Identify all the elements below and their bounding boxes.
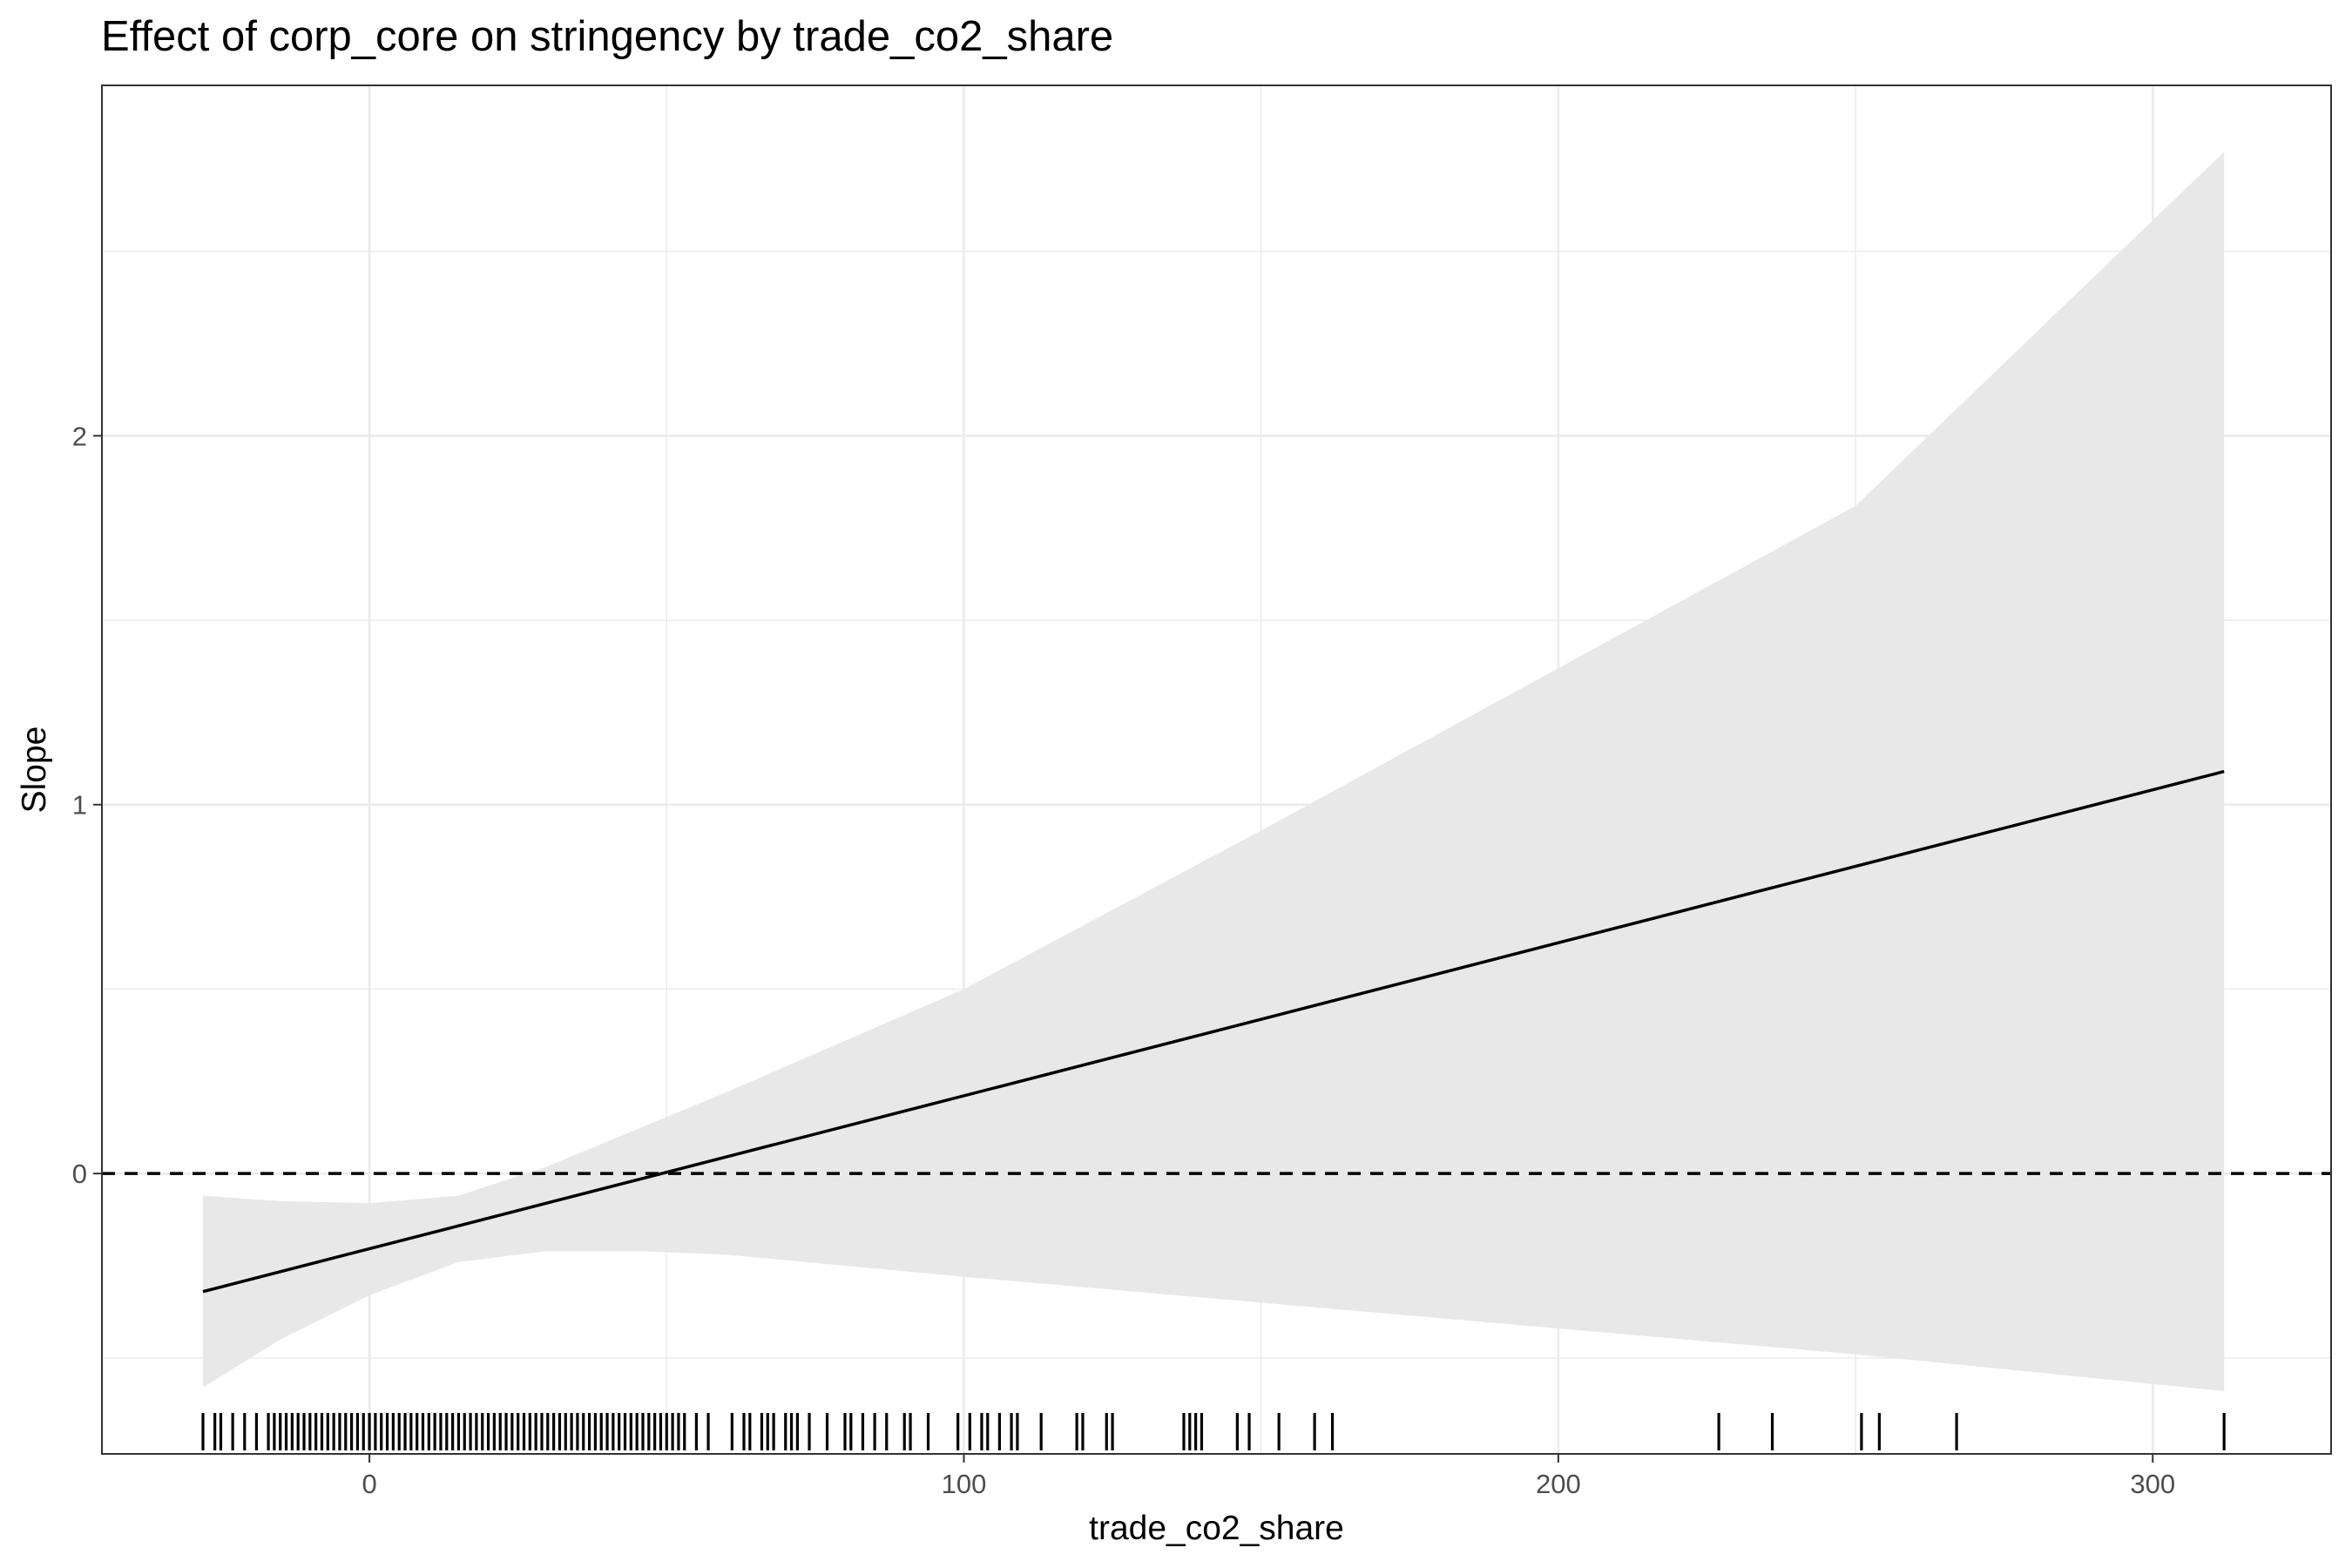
x-tick-label: 100 [942,1469,987,1499]
y-tick-label: 1 [72,790,87,821]
confidence-band [203,152,2225,1392]
y-tick-label: 0 [72,1159,87,1189]
axes: 0 100 200 300 0 1 2 [72,421,2175,1499]
x-tick-label: 200 [1536,1469,1581,1499]
x-tick-label: 0 [362,1469,376,1499]
rug [201,1413,2226,1450]
panel-border [101,84,2332,1455]
y-tick-label: 2 [72,421,87,451]
x-tick-label: 300 [2130,1469,2175,1499]
chart-title: Effect of corp_core on stringency by tra… [101,13,1114,60]
series [202,769,2225,1294]
slope-line [202,769,2225,1294]
y-axis-label: Slope [16,727,53,814]
x-axis-label: trade_co2_share [1089,1510,1344,1547]
